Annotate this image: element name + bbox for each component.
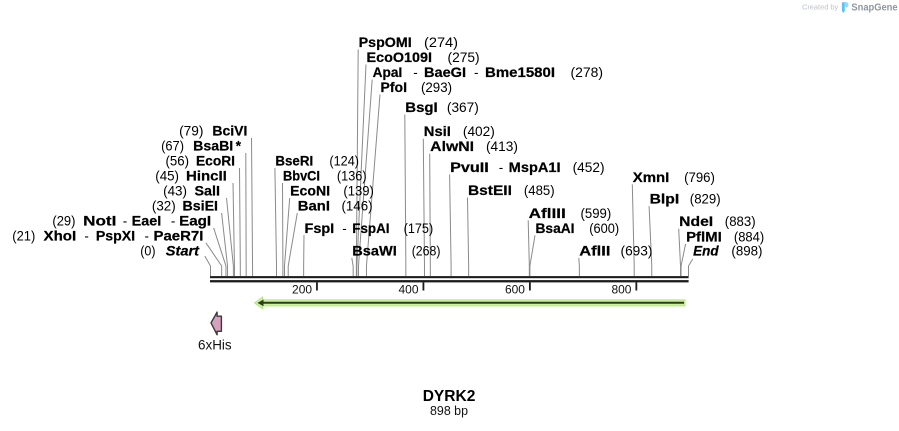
svg-text:BlpI: BlpI: [650, 192, 680, 207]
svg-text:BanI: BanI: [298, 199, 330, 214]
svg-text:BsaAI: BsaAI: [536, 221, 575, 236]
svg-text:BseRI: BseRI: [275, 154, 313, 169]
svg-text:BbvCI: BbvCI: [283, 169, 320, 184]
svg-text:Bme1580I: Bme1580I: [485, 65, 555, 80]
svg-text:SnapGene: SnapGene: [851, 2, 898, 13]
svg-text:BstEII: BstEII: [468, 183, 512, 198]
svg-text:898 bp: 898 bp: [430, 404, 468, 418]
svg-text:(452): (452): [573, 160, 605, 175]
svg-text:BsgI: BsgI: [405, 100, 437, 115]
svg-text:BsaBI: BsaBI: [193, 139, 233, 154]
svg-text:(293): (293): [421, 80, 452, 95]
svg-text:(21): (21): [12, 228, 35, 243]
svg-text:(883): (883): [725, 214, 756, 229]
svg-text:MspA1I: MspA1I: [509, 160, 561, 175]
svg-text:FspAI: FspAI: [352, 221, 389, 236]
svg-text:AflII: AflII: [579, 244, 610, 259]
svg-text:(600): (600): [589, 221, 619, 236]
svg-text:-: -: [171, 213, 175, 228]
svg-text:(29): (29): [52, 213, 75, 228]
svg-text:HincII: HincII: [186, 169, 227, 184]
svg-text:SalI: SalI: [195, 184, 221, 199]
svg-text:AflIII: AflIII: [529, 206, 566, 221]
svg-text:Created by: Created by: [802, 2, 838, 11]
svg-text:NdeI: NdeI: [679, 214, 713, 229]
svg-text:-: -: [84, 228, 88, 243]
svg-text:End: End: [693, 244, 719, 259]
svg-text:BaeGI: BaeGI: [424, 65, 466, 80]
svg-text:EcoO109I: EcoO109I: [367, 50, 433, 65]
svg-text:EagI: EagI: [179, 213, 211, 228]
svg-text:(275): (275): [448, 50, 480, 65]
svg-text:BsiEI: BsiEI: [183, 199, 219, 214]
svg-text:*: *: [236, 139, 242, 154]
svg-text:(0): (0): [140, 244, 155, 259]
svg-text:AlwNI: AlwNI: [430, 139, 474, 154]
svg-text:PspOMI: PspOMI: [359, 35, 412, 50]
svg-text:PfoI: PfoI: [381, 80, 408, 95]
svg-text:-: -: [413, 65, 417, 80]
svg-text:BciVI: BciVI: [212, 124, 247, 139]
svg-text:(175): (175): [404, 221, 434, 236]
svg-text:-: -: [474, 65, 478, 80]
svg-text:BsaWI: BsaWI: [352, 244, 397, 259]
svg-text:DYRK2: DYRK2: [423, 388, 476, 405]
svg-text:(599): (599): [581, 206, 612, 221]
svg-text:ApaI: ApaI: [373, 65, 403, 80]
svg-text:(884): (884): [734, 230, 764, 245]
svg-text:NsiI: NsiI: [424, 124, 451, 139]
svg-text:(45): (45): [155, 169, 179, 184]
svg-text:(146): (146): [342, 199, 373, 214]
svg-text:(485): (485): [524, 183, 555, 198]
svg-text:200: 200: [292, 282, 312, 296]
svg-text:(898): (898): [731, 244, 762, 259]
svg-text:6xHis: 6xHis: [198, 337, 232, 352]
svg-text:-: -: [499, 160, 503, 175]
svg-text:EcoRI: EcoRI: [196, 154, 235, 169]
svg-text:(56): (56): [166, 154, 190, 169]
svg-text:-: -: [123, 213, 127, 228]
svg-text:NotI: NotI: [83, 213, 116, 228]
svg-text:(43): (43): [163, 184, 187, 199]
svg-text:(136): (136): [337, 169, 367, 184]
svg-text:600: 600: [505, 282, 525, 296]
svg-text:PspXI: PspXI: [96, 228, 135, 243]
svg-text:(139): (139): [343, 184, 374, 199]
svg-text:PaeR7I: PaeR7I: [154, 228, 204, 243]
svg-text:(413): (413): [486, 139, 518, 154]
svg-text:XhoI: XhoI: [44, 228, 77, 243]
svg-text:(693): (693): [621, 244, 653, 259]
svg-text:(124): (124): [329, 154, 359, 169]
svg-text:(268): (268): [412, 244, 441, 259]
svg-text:(367): (367): [447, 100, 479, 115]
svg-text:(402): (402): [463, 124, 495, 139]
svg-text:800: 800: [611, 282, 631, 296]
svg-text:(274): (274): [424, 35, 458, 50]
svg-text:FspI: FspI: [305, 221, 335, 236]
svg-text:(79): (79): [179, 124, 203, 139]
svg-text:PvuII: PvuII: [450, 160, 489, 175]
svg-text:400: 400: [399, 282, 419, 296]
svg-text:PflMI: PflMI: [686, 230, 722, 245]
svg-text:-: -: [145, 228, 149, 243]
svg-text:(278): (278): [571, 65, 604, 80]
svg-text:(67): (67): [161, 139, 184, 154]
svg-text:(32): (32): [152, 199, 176, 214]
svg-text:(796): (796): [684, 170, 715, 185]
svg-text:Start: Start: [166, 244, 200, 259]
svg-text:(829): (829): [690, 192, 721, 207]
svg-text:-: -: [342, 221, 346, 236]
svg-text:XmnI: XmnI: [633, 170, 670, 185]
svg-text:EcoNI: EcoNI: [290, 184, 330, 199]
svg-text:EaeI: EaeI: [132, 213, 162, 228]
